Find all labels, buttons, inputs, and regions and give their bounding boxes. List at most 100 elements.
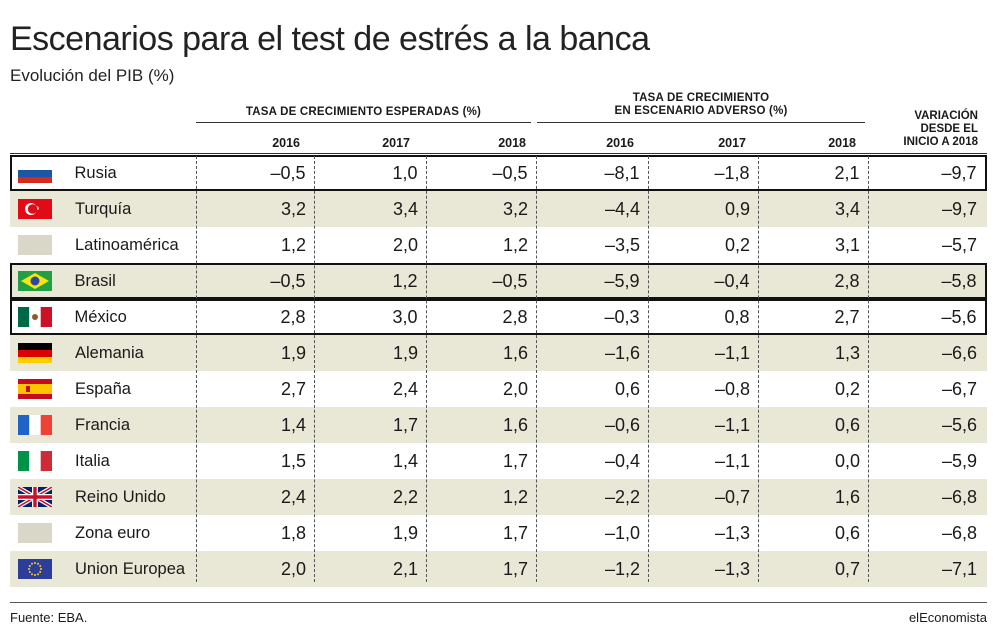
row-label: Zona euro (75, 523, 151, 542)
header-bottom-rule (10, 153, 987, 154)
expected-value: –0,5 (270, 270, 306, 291)
blank-flag-icon (18, 523, 52, 543)
expected-value: 1,4 (280, 414, 306, 435)
table-row: Rusia –0,5 1,0 –0,5 –8,1 –1,8 2,1 –9,7 (10, 155, 987, 191)
adverse-value: –1,1 (714, 414, 750, 435)
adverse-value: –1,3 (714, 558, 750, 579)
brazil-flag-icon (17, 270, 52, 291)
adverse-value: 2,7 (834, 306, 860, 327)
column-separator (314, 156, 315, 582)
expected-value: 2,8 (502, 306, 528, 327)
header-adverse-rule (537, 122, 865, 123)
expected-value: 3,2 (280, 198, 306, 219)
expected-value: 2,7 (280, 378, 306, 399)
adverse-value: –4,4 (604, 198, 640, 219)
expected-value: 2,4 (280, 486, 306, 507)
adverse-value: –1,0 (604, 522, 640, 543)
turkey-flag-icon (18, 199, 52, 219)
brand-logo: elEconomista (908, 610, 987, 625)
adverse-value: 0,0 (834, 450, 860, 471)
adverse-value: –1,2 (604, 558, 640, 579)
adverse-value: –1,6 (604, 342, 640, 363)
expected-value: 1,4 (392, 450, 418, 471)
row-label: Turquía (75, 199, 132, 218)
expected-value: 1,0 (392, 162, 418, 183)
adverse-value: 0,2 (724, 234, 750, 255)
variation-value: –7,1 (941, 558, 977, 579)
source-note: Fuente: EBA. (10, 610, 88, 625)
header-variation: VARIACIÓN DESDE EL INICIO A 2018 (903, 110, 978, 148)
header-expected-rule (196, 122, 531, 123)
column-separator (868, 156, 869, 582)
column-separator (648, 156, 649, 582)
table-row: México 2,8 3,0 2,8 –0,3 0,8 2,7 –5,6 (10, 299, 987, 335)
row-label: Francia (75, 415, 131, 434)
table-row: Alemania 1,9 1,9 1,6 –1,6 –1,1 1,3 –6,6 (10, 335, 987, 371)
expected-value: 1,8 (280, 522, 306, 543)
variation-value: –5,6 (941, 414, 977, 435)
column-separator (758, 156, 759, 582)
year-header: 2017 (718, 136, 746, 150)
row-label: Alemania (75, 343, 144, 362)
expected-value: 1,6 (502, 342, 528, 363)
table-row: Turquía 3,2 3,4 3,2 –4,4 0,9 3,4 –9,7 (10, 191, 987, 227)
variation-value: –6,6 (941, 342, 977, 363)
adverse-value: 1,6 (834, 486, 860, 507)
spain-flag-icon (18, 379, 52, 399)
blank-flag-icon (18, 235, 52, 255)
table-row: Brasil –0,5 1,2 –0,5 –5,9 –0,4 2,8 –5,8 (10, 263, 987, 299)
variation-value: –5,6 (941, 306, 977, 327)
header-adverse-group: TASA DE CRECIMIENTO EN ESCENARIO ADVERSO… (614, 92, 788, 117)
adverse-value: 0,9 (724, 198, 750, 219)
expected-value: 1,7 (502, 558, 528, 579)
year-header: 2017 (382, 136, 410, 150)
expected-value: 2,1 (392, 558, 418, 579)
chart-title: Escenarios para el test de estrés a la b… (10, 20, 650, 58)
adverse-value: –0,7 (714, 486, 750, 507)
expected-value: 2,8 (280, 306, 306, 327)
adverse-value: –1,1 (714, 450, 750, 471)
expected-value: 3,0 (392, 306, 418, 327)
expected-value: 1,2 (502, 234, 528, 255)
expected-value: 1,2 (280, 234, 306, 255)
adverse-value: 3,4 (834, 198, 860, 219)
variation-value: –9,7 (941, 198, 977, 219)
year-header: 2018 (828, 136, 856, 150)
variation-value: –6,8 (941, 522, 977, 543)
expected-value: 2,0 (392, 234, 418, 255)
expected-value: 1,5 (280, 450, 306, 471)
table-row: Italia 1,5 1,4 1,7 –0,4 –1,1 0,0 –5,9 (10, 443, 987, 479)
expected-value: 1,9 (280, 342, 306, 363)
table-row: Zona euro 1,8 1,9 1,7 –1,0 –1,3 0,6 –6,8 (10, 515, 987, 551)
expected-value: 1,9 (392, 522, 418, 543)
adverse-value: 0,7 (834, 558, 860, 579)
column-separator (426, 156, 427, 582)
adverse-value: –1,1 (714, 342, 750, 363)
column-separator (196, 156, 197, 582)
eu-flag-icon (18, 559, 52, 579)
row-label: España (75, 379, 131, 398)
adverse-value: –1,8 (714, 162, 750, 183)
variation-value: –6,8 (941, 486, 977, 507)
expected-value: 1,9 (392, 342, 418, 363)
expected-value: 2,0 (502, 378, 528, 399)
header-expected-group: TASA DE CRECIMIENTO ESPERADAS (%) (245, 106, 482, 118)
table-row: Reino Unido 2,4 2,2 1,2 –2,2 –0,7 1,6 –6,8 (10, 479, 987, 515)
row-label: México (74, 307, 127, 326)
table-row: España 2,7 2,4 2,0 0,6 –0,8 0,2 –6,7 (10, 371, 987, 407)
row-label: Rusia (74, 163, 117, 182)
italy-flag-icon (18, 451, 52, 471)
adverse-value: –0,4 (604, 450, 640, 471)
adverse-value: –0,8 (714, 378, 750, 399)
column-separator (536, 156, 537, 582)
footer-rule (10, 602, 987, 603)
adverse-value: 0,2 (834, 378, 860, 399)
adverse-value: 0,6 (834, 522, 860, 543)
expected-value: 1,7 (392, 414, 418, 435)
france-flag-icon (18, 415, 52, 435)
table-row: Francia 1,4 1,7 1,6 –0,6 –1,1 0,6 –5,6 (10, 407, 987, 443)
row-label: Brasil (74, 271, 116, 290)
russia-flag-icon (17, 162, 52, 183)
year-header: 2018 (498, 136, 526, 150)
variation-value: –5,9 (941, 450, 977, 471)
